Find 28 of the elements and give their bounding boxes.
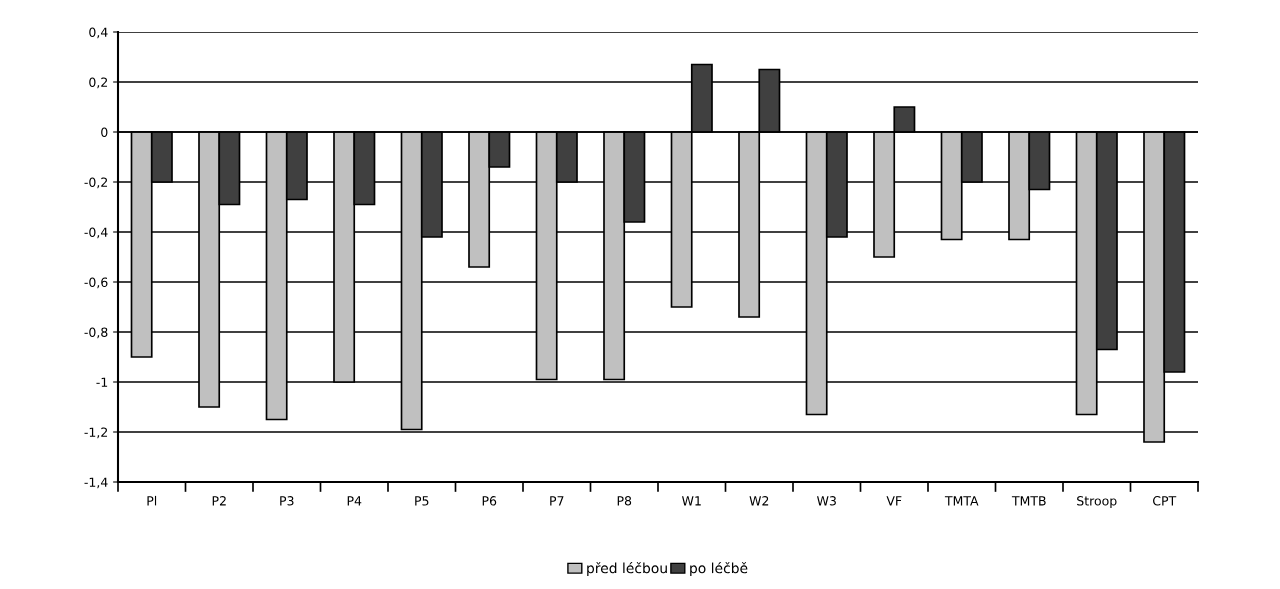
x-tick-label: P5 [415, 496, 429, 506]
x-tick-label: P7 [550, 496, 564, 506]
y-tick-label: -1 [96, 377, 108, 387]
x-tick-label: P2 [212, 496, 226, 506]
x-tick-label: W3 [817, 496, 836, 506]
y-tick-label: -1,4 [84, 477, 108, 489]
x-tick-label: TMTB [1011, 496, 1046, 506]
x-tick-label: P8 [617, 496, 632, 506]
x-tick-label: Stroop [1077, 496, 1117, 508]
x-tick-label: W2 [749, 496, 769, 506]
legend-label: po léčbě [690, 562, 748, 576]
y-tick-label: 0 [101, 127, 108, 137]
x-tick-label: Pl [147, 495, 157, 506]
y-tick-label: 0,4 [89, 27, 108, 39]
y-tick-label: -0,4 [84, 227, 108, 239]
x-tick-label: P3 [280, 496, 294, 506]
y-tick-label: -0,2 [84, 177, 108, 189]
y-tick-label: -0,6 [84, 277, 108, 289]
y-tick-label: -0,8 [84, 327, 108, 339]
x-tick-label: VF [886, 496, 902, 506]
x-tick-label: P4 [347, 496, 362, 506]
legend-label: před léčbou [587, 562, 667, 576]
x-tick-label: W1 [682, 496, 701, 506]
x-tick-label: TMTA [944, 496, 979, 506]
x-tick-label: CPT [1153, 496, 1177, 506]
y-tick-label: -1,2 [84, 427, 108, 439]
x-tick-label: P6 [482, 496, 497, 506]
y-tick-label: 0,2 [89, 77, 108, 89]
